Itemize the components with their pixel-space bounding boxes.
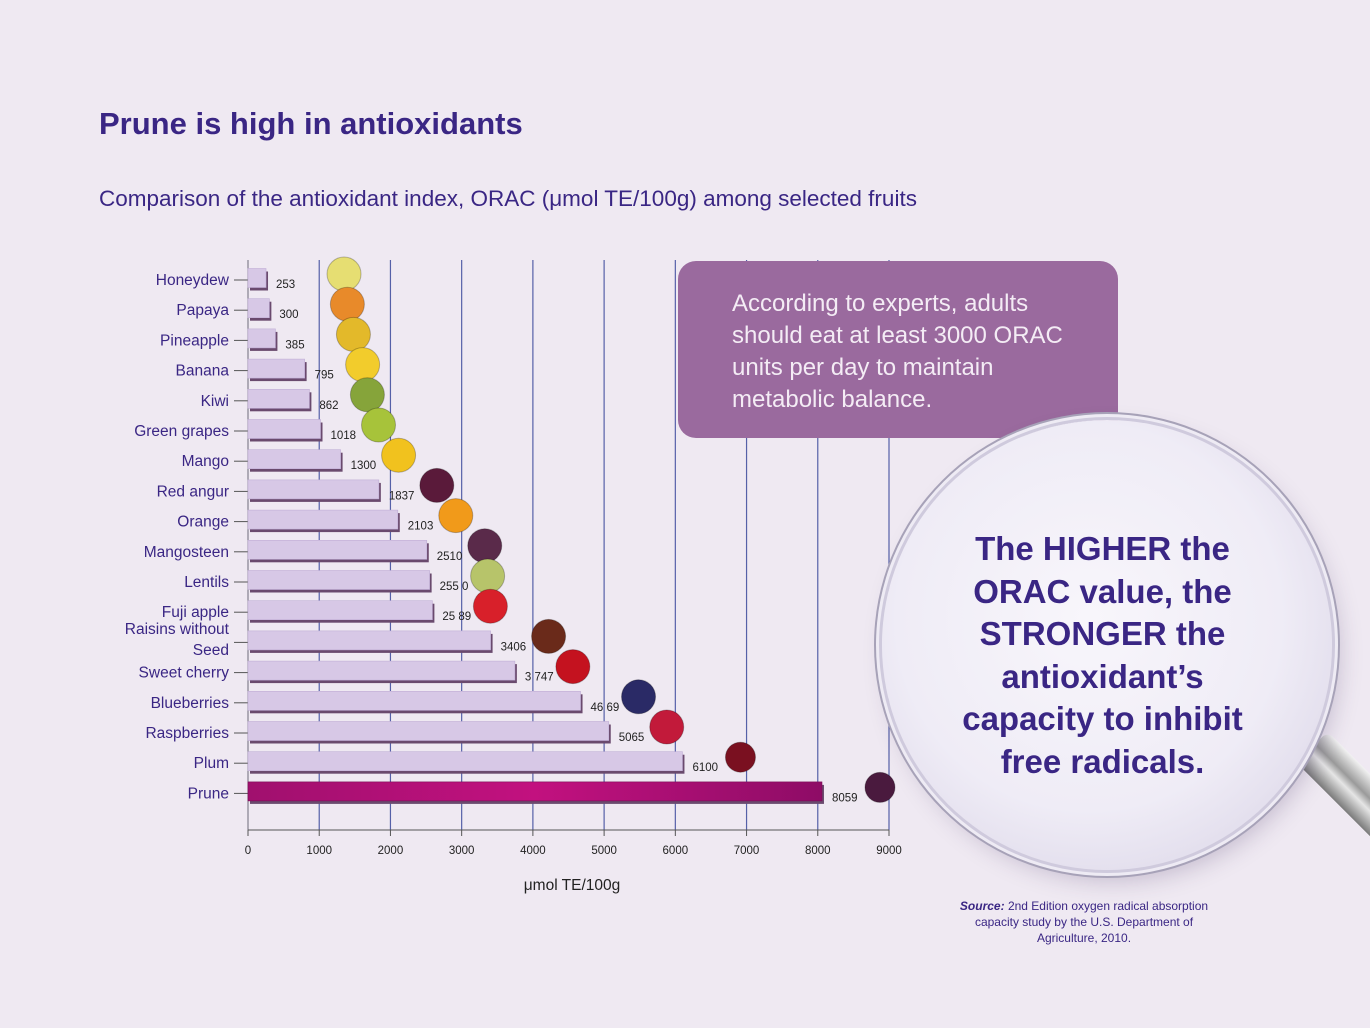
mangosteen-icon [467,528,503,564]
chart-subtitle: Comparison of the antioxidant index, ORA… [99,186,917,211]
value-label: 3406 [501,641,527,653]
bar [247,721,610,741]
x-tick-label: 0 [245,845,251,857]
prune-icon [864,771,896,803]
x-tick-label: 8000 [805,845,831,857]
value-label: 1018 [331,430,357,442]
bar [247,630,491,651]
x-axis-label: μmol TE/100g [524,877,621,894]
bar [247,419,321,439]
plum-icon [724,741,756,773]
value-label: 1300 [351,460,377,472]
value-label: 385 [285,339,304,351]
bar [247,660,516,681]
bar [247,358,305,379]
banana-icon [345,347,381,383]
source-text: 2nd Edition oxygen radical absorption ca… [974,899,1209,945]
bar [247,479,380,500]
pineapple-icon [335,316,371,352]
bar [247,268,267,288]
melon-icon [326,256,362,292]
x-tick-label: 1000 [306,845,332,857]
category-label: Mango [182,453,229,470]
x-tick-label: 6000 [663,845,689,857]
kiwi-icon [349,377,385,413]
x-tick-label: 9000 [876,845,902,857]
category-label: Kiwi [201,393,229,410]
recommendation-callout: According to experts, adults should eat … [678,261,1118,438]
category-label: Plum [194,755,229,772]
category-label: Banana [176,363,230,380]
apple-icon [472,588,508,624]
value-label: 255 0 [440,581,469,593]
value-label: 2103 [408,521,434,533]
bar [247,690,581,711]
bar [247,539,428,560]
category-label: Pineapple [160,332,229,349]
green-grapes-icon [361,407,397,443]
category-label: Prune [188,785,229,802]
value-label: 5065 [619,732,645,744]
category-label: Orange [177,514,229,531]
source-label: Source: [959,899,1005,913]
bar [247,570,430,590]
value-label: 1837 [389,490,415,502]
category-label: Raisins without [125,621,230,638]
guava-icon [470,558,506,594]
bar [247,600,433,621]
category-label: Raspberries [145,725,229,742]
category-label: Fuji apple [162,604,229,621]
bar [247,388,310,409]
x-tick-label: 4000 [520,845,546,857]
red-grapes-icon [419,467,455,503]
orange-icon [438,498,474,534]
source-note: Source: 2nd Edition oxygen radical absor… [950,898,1218,946]
category-label: Honeydew [156,272,230,289]
bar [247,449,341,470]
value-label: 3 747 [525,672,554,684]
cherry-icon [555,649,591,685]
x-tick-label: 5000 [591,845,617,857]
category-label: Mangosteen [144,544,229,561]
x-tick-label: 2000 [378,845,404,857]
value-label: 2510 [437,551,463,563]
lens-message: The HIGHER the ORAC value, the STRONGER … [962,530,1243,780]
value-label: 25 89 [442,611,471,623]
bar [247,751,683,772]
value-label: 6100 [692,762,718,774]
bar [247,298,270,319]
bar-prune-highlight [247,781,823,802]
raisins-icon [531,618,567,654]
category-label: Seed [193,642,229,659]
x-tick-label: 3000 [449,845,475,857]
mango-icon [381,437,417,473]
category-label: Sweet cherry [139,665,230,682]
category-label: Lentils [184,574,229,591]
value-label: 795 [315,370,334,382]
x-tick-label: 7000 [734,845,760,857]
bar [247,509,399,530]
value-label: 46 69 [591,702,620,714]
value-label: 253 [276,279,295,291]
category-label: Red angur [157,483,229,500]
category-label: Green grapes [134,423,229,440]
value-label: 862 [319,400,338,412]
bar [247,328,276,349]
papaya-icon [329,286,365,322]
blueberry-icon [621,679,657,715]
value-label: 300 [279,309,298,321]
chart-title: Prune is high in antioxidants [99,106,523,141]
value-label: 8059 [832,792,858,804]
category-label: Papaya [176,302,229,319]
category-label: Blueberries [151,695,230,712]
magnifying-glass-icon [882,420,1332,870]
raspberry-icon [649,709,685,745]
